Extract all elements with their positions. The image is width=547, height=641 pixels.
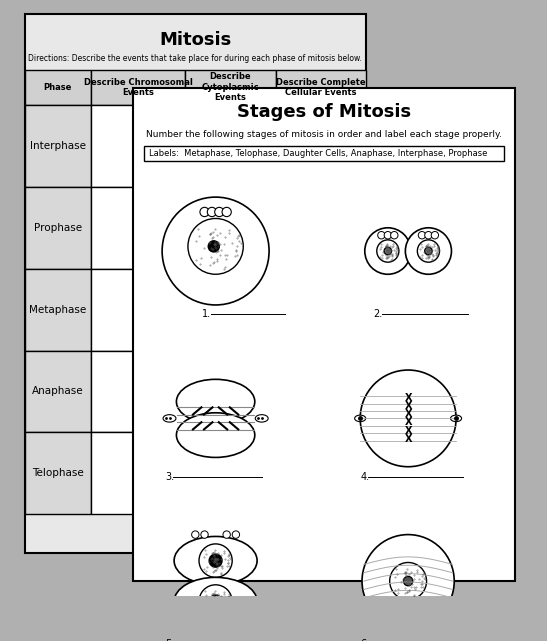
Circle shape — [391, 231, 398, 239]
Bar — [91, 351, 185, 432]
Circle shape — [214, 207, 224, 217]
Circle shape — [424, 247, 432, 254]
Circle shape — [191, 531, 199, 538]
Bar — [276, 70, 366, 105]
Bar — [91, 269, 185, 351]
Circle shape — [404, 576, 413, 586]
Bar — [91, 432, 185, 514]
Text: Labels:  Metaphase, Telophase, Daughter Cells, Anaphase, Interphase, Prophase: Labels: Metaphase, Telophase, Daughter C… — [149, 149, 487, 158]
Text: X: X — [404, 434, 412, 444]
Text: Mitosis: Mitosis — [159, 31, 231, 49]
Text: Stages of Mitosis: Stages of Mitosis — [237, 103, 411, 121]
Circle shape — [209, 554, 222, 567]
Circle shape — [431, 231, 439, 239]
Circle shape — [201, 531, 208, 538]
Circle shape — [223, 624, 230, 631]
Circle shape — [232, 531, 240, 538]
Circle shape — [207, 207, 217, 217]
Text: 3.: 3. — [165, 472, 174, 482]
Bar — [25, 187, 91, 269]
Text: 2.: 2. — [373, 309, 382, 319]
Circle shape — [200, 207, 209, 217]
Circle shape — [232, 624, 240, 631]
Text: Anaphase: Anaphase — [32, 387, 84, 396]
Text: Describe Complete
Cellular Events: Describe Complete Cellular Events — [276, 78, 365, 97]
Circle shape — [418, 231, 426, 239]
Bar — [276, 105, 366, 187]
Bar — [276, 351, 366, 432]
Circle shape — [201, 624, 208, 631]
Text: X: X — [404, 401, 412, 411]
Circle shape — [162, 197, 269, 305]
Ellipse shape — [255, 415, 268, 422]
Text: Metaphase: Metaphase — [30, 304, 86, 315]
Text: Telophase: Telophase — [32, 468, 84, 478]
Text: Describe
Cytoplasmic
Events: Describe Cytoplasmic Events — [201, 72, 259, 103]
Bar — [25, 269, 91, 351]
Text: 6.: 6. — [360, 639, 369, 641]
Ellipse shape — [177, 379, 255, 424]
Circle shape — [360, 370, 456, 467]
Ellipse shape — [354, 415, 366, 422]
Text: Describe Chromosomal
Events: Describe Chromosomal Events — [84, 78, 193, 97]
Text: Phase: Phase — [44, 83, 72, 92]
Text: X: X — [404, 393, 412, 403]
Ellipse shape — [451, 415, 462, 422]
Text: 4.: 4. — [360, 472, 369, 482]
Text: 1.: 1. — [202, 309, 211, 319]
Ellipse shape — [177, 413, 255, 458]
Text: Prophase: Prophase — [34, 223, 82, 233]
Bar — [144, 146, 504, 161]
Circle shape — [405, 228, 451, 274]
Bar — [185, 105, 276, 187]
Bar — [276, 269, 366, 351]
Ellipse shape — [163, 415, 176, 422]
Bar — [91, 105, 185, 187]
Circle shape — [208, 241, 219, 252]
Circle shape — [191, 624, 199, 631]
Circle shape — [365, 228, 411, 274]
Circle shape — [424, 231, 432, 239]
Circle shape — [362, 535, 454, 628]
Circle shape — [223, 531, 230, 538]
Text: Directions: Describe the events that take place for during each phase of mitosis: Directions: Describe the events that tak… — [28, 54, 362, 63]
Circle shape — [384, 247, 392, 254]
Bar — [185, 351, 276, 432]
Text: 5.: 5. — [165, 639, 174, 641]
Bar — [185, 269, 276, 351]
Bar — [25, 70, 91, 105]
FancyBboxPatch shape — [132, 88, 515, 581]
Circle shape — [384, 231, 392, 239]
Bar — [91, 187, 185, 269]
Ellipse shape — [174, 578, 257, 626]
Text: X: X — [404, 417, 412, 428]
Circle shape — [209, 595, 222, 608]
Circle shape — [222, 207, 231, 217]
Bar — [276, 432, 366, 514]
Text: X: X — [404, 410, 412, 419]
Text: X: X — [404, 426, 412, 436]
Bar — [276, 187, 366, 269]
Text: Interphase: Interphase — [30, 141, 86, 151]
Bar — [185, 187, 276, 269]
Circle shape — [377, 231, 385, 239]
Text: Number the following stages of mitosis in order and label each stage properly.: Number the following stages of mitosis i… — [146, 130, 502, 139]
Bar — [25, 432, 91, 514]
FancyBboxPatch shape — [25, 14, 366, 553]
Bar — [25, 351, 91, 432]
Bar — [91, 70, 185, 105]
Bar — [25, 105, 91, 187]
Ellipse shape — [174, 537, 257, 585]
Bar — [185, 432, 276, 514]
Bar — [185, 70, 276, 105]
